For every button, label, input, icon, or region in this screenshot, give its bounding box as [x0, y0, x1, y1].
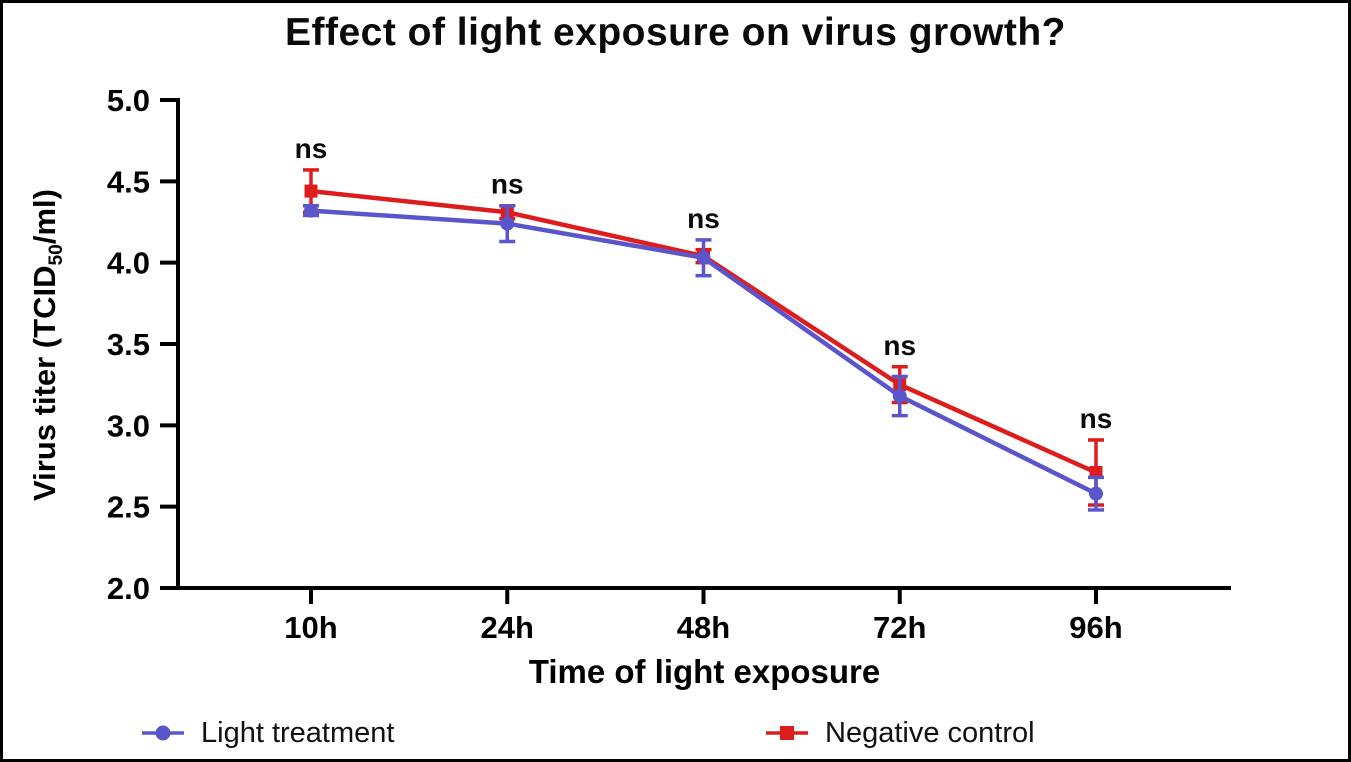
chart-title: Effect of light exposure on virus growth… — [284, 11, 1067, 54]
ns-annotation: ns — [295, 133, 328, 164]
data-point-marker-light-treatment — [892, 389, 907, 404]
x-tick-label: 24h — [481, 610, 534, 645]
data-point-marker-negative-control — [304, 184, 318, 198]
legend-label-negative-control: Negative control — [825, 716, 1035, 749]
x-tick-label: 10h — [284, 610, 337, 645]
legend-marker-circle — [155, 725, 171, 741]
y-tick-label: 3.0 — [107, 408, 150, 443]
y-axis-label: Virus titer (TCID50/ml) — [27, 114, 69, 576]
legend-item-negative-control: Negative control — [764, 715, 1035, 751]
legend-label-light-treatment: Light treatment — [201, 716, 395, 749]
data-point-marker-light-treatment — [1089, 486, 1103, 501]
y-axis-label-post: /ml) — [27, 189, 62, 245]
x-tick-label: 96h — [1069, 610, 1122, 645]
y-tick-label: 5.0 — [107, 83, 150, 118]
y-tick-label: 4.5 — [107, 164, 150, 199]
y-tick-label: 3.5 — [107, 327, 150, 362]
ns-annotation: ns — [687, 203, 720, 234]
y-tick-label: 2.5 — [107, 490, 150, 525]
chart-plot-area: 5.0 4.5 4.0 3.5 3.0 2.5 2.0 10h 24h 48h 72h 96h ns ns… — [107, 83, 1231, 645]
x-axis-label: Time of light exposure — [528, 653, 881, 690]
data-point-marker-light-treatment — [304, 203, 318, 218]
data-point-marker-light-treatment — [500, 216, 515, 231]
ns-annotation: ns — [491, 169, 524, 200]
legend-marker-circle-icon — [142, 725, 184, 741]
data-point-marker-light-treatment — [696, 250, 711, 265]
y-tick-label: 2.0 — [107, 571, 150, 606]
legend-item-light-treatment: Light treatment — [140, 715, 394, 751]
ns-annotation: ns — [883, 330, 916, 361]
x-tick-label: 72h — [873, 610, 926, 645]
y-axis-label-subscript: 50 — [46, 244, 68, 266]
y-axis-label-pre: Virus titer (TCID — [27, 265, 62, 501]
ns-annotation: ns — [1080, 403, 1113, 434]
x-tick-label: 48h — [677, 610, 730, 645]
legend-marker-square-icon — [766, 726, 808, 740]
legend-marker-square — [780, 726, 794, 740]
y-tick-label: 4.0 — [107, 246, 150, 281]
